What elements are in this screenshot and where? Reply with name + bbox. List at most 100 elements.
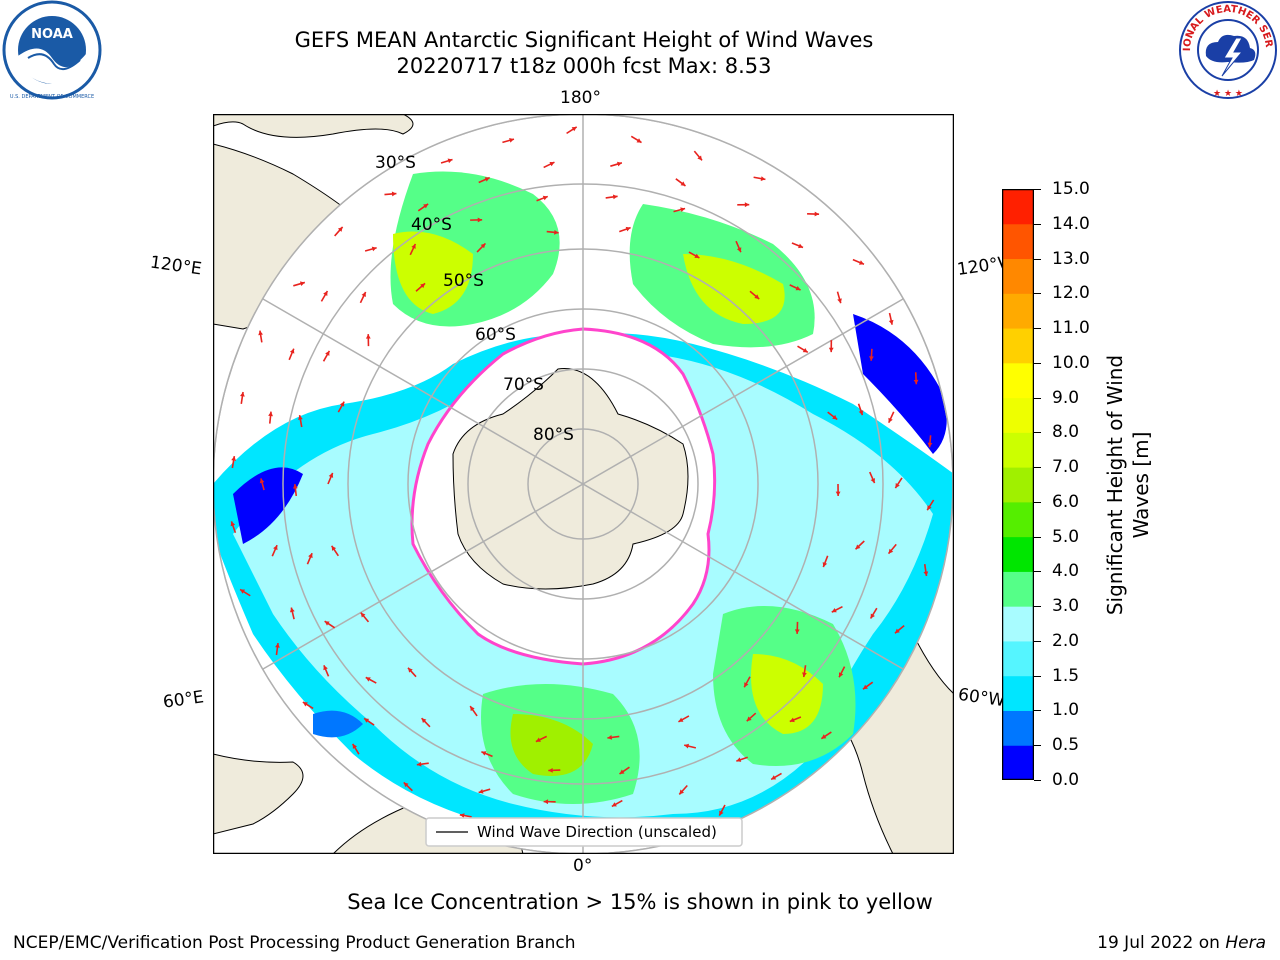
wave-direction-arrow-head [230, 521, 236, 527]
wave-direction-arrow-head [869, 356, 874, 361]
wave-direction-arrow-head [273, 545, 278, 551]
wave-direction-arrow-head [697, 155, 703, 161]
colorbar-cell [1002, 397, 1034, 433]
wave-direction-arrow-head [870, 613, 875, 619]
colorbar-cell [1002, 640, 1034, 677]
wave-direction-arrow-head [927, 442, 933, 448]
wave-direction-arrow-head [371, 246, 377, 252]
colorbar-cell [1002, 606, 1034, 642]
colorbar-tick-mark [1034, 328, 1041, 330]
lon-label-120e: 120°E [148, 252, 203, 280]
wave-direction-arrow-head [543, 799, 549, 805]
colorbar-tick-label: 12.0 [1052, 283, 1090, 304]
wave-direction-arrow-head [542, 195, 548, 201]
wave-direction-arrow-head [481, 751, 487, 756]
colorbar-tick-label: 7.0 [1052, 457, 1080, 478]
nws-logo: NATIONAL WEATHER SERVICE ★ ★ ★ [1176, 0, 1277, 99]
wave-direction-arrow-head [549, 161, 555, 167]
wave-direction-arrow-head [625, 226, 631, 232]
lon-label-60e: 60°E [161, 687, 206, 713]
colorbar-tick-label: 14.0 [1052, 213, 1090, 234]
wave-direction-arrow-head [619, 769, 625, 774]
wave-direction-arrow-head [927, 505, 932, 511]
colorbar-tick-label: 6.0 [1052, 491, 1080, 512]
wave-direction-arrow-head [814, 211, 820, 217]
colorbar-tick-label: 15.0 [1052, 179, 1090, 199]
wave-direction-arrow-head [913, 379, 919, 385]
lon-label-60w: 60°W [956, 684, 1007, 712]
graticule [213, 114, 953, 854]
sea-ice-note: Sea Ice Concentration > 15% is shown in … [347, 890, 933, 914]
wave-direction-arrow-head [684, 743, 690, 749]
colorbar-tick-mark [1034, 606, 1041, 608]
wave-direction-arrow-head [794, 629, 800, 634]
wave-direction-arrow-head [268, 411, 273, 417]
wave-direction-arrow-head [616, 161, 622, 167]
lon-label-0: 0° [573, 856, 593, 876]
wave-direction-arrow-head [423, 203, 429, 209]
wave-direction-arrow-head [832, 414, 838, 420]
lat-label-60s: 60°S [475, 325, 516, 345]
wave-direction-arrow-head [680, 207, 686, 212]
wave-direction-arrow-head [365, 677, 371, 682]
wave-direction-arrow-head [607, 735, 613, 740]
colorbar-cell [1002, 223, 1034, 260]
wave-direction-arrow-head [323, 665, 328, 671]
wave-direction-arrow-head [680, 181, 686, 186]
colorbar-tick-mark [1034, 780, 1041, 781]
wave-direction-arrow-head [360, 612, 366, 618]
colorbar-tick-label: 8.0 [1052, 422, 1080, 443]
wave-direction-arrow-head [289, 607, 295, 613]
wind-wave-direction-arrows [230, 126, 935, 839]
colorbar-tick-mark [1034, 571, 1041, 573]
wave-direction-arrow-head [858, 410, 864, 416]
wave-direction-arrow-head [828, 347, 834, 353]
wave-direction-arrow-head [240, 589, 246, 594]
wave-direction-arrow-head [299, 281, 305, 286]
wave-direction-arrow-head [894, 628, 900, 634]
wave-direction-arrow-head [292, 484, 298, 489]
colorbar-tick-label: 9.0 [1052, 387, 1080, 408]
africa-land [213, 753, 304, 835]
wave-direction-arrow-head [802, 672, 807, 678]
colorbar-label-line1: Significant Height of Wind [1103, 354, 1127, 616]
wave-direction-arrow-head [420, 283, 426, 289]
footer-host: Hera [1225, 933, 1266, 953]
colorbar-cell [1002, 362, 1034, 399]
map-frame: 30°S 40°S 50°S 60°S 70°S 80°S Wind Wave … [213, 114, 954, 854]
wave-direction-arrow-head [421, 718, 427, 723]
lat-label-30s: 30°S [375, 153, 416, 173]
wave-direction-arrow-head [923, 571, 929, 577]
wave-direction-arrow-head [548, 767, 553, 773]
wave-direction-arrow-head [831, 607, 837, 613]
wave-direction-arrow-head [231, 456, 236, 461]
wave-direction-arrow-head [744, 202, 750, 208]
wave-direction-arrow-head [802, 348, 808, 353]
australia-land [213, 114, 414, 138]
wave-direction-arrow-head [477, 217, 483, 223]
colorbar-tick-mark [1034, 189, 1041, 190]
colorbar-cell [1002, 501, 1034, 538]
colorbar-tick-mark [1034, 223, 1041, 225]
colorbar-cell [1002, 675, 1034, 711]
wave-direction-arrow-head [323, 291, 328, 297]
lat-label-50s: 50°S [443, 271, 484, 291]
wave-direction-arrow-head [895, 483, 900, 489]
colorbar-tick-label: 1.5 [1052, 665, 1080, 686]
wave-direction-arrow-head [771, 775, 777, 780]
legend-label: Wind Wave Direction (unscaled) [477, 823, 717, 841]
colorbar-tick-mark [1034, 710, 1041, 712]
wave-direction-arrow-head [258, 330, 263, 336]
wave-direction-arrow-head [480, 243, 486, 249]
wave-direction-arrow-head [416, 761, 422, 767]
map-title: GEFS MEAN Antarctic Significant Height o… [294, 28, 874, 52]
colorbar-tick-mark [1034, 745, 1041, 747]
colorbar-tick-label: 13.0 [1052, 248, 1090, 269]
wave-direction-arrow-head [694, 253, 700, 258]
wave-direction-arrow-head [325, 350, 330, 356]
wave-direction-arrow-head [459, 813, 465, 818]
colorbar-tick-mark [1034, 293, 1041, 295]
wave-direction-arrow-head [678, 717, 684, 722]
colorbar-cell [1002, 571, 1034, 607]
wave-direction-arrow-head [484, 177, 490, 182]
